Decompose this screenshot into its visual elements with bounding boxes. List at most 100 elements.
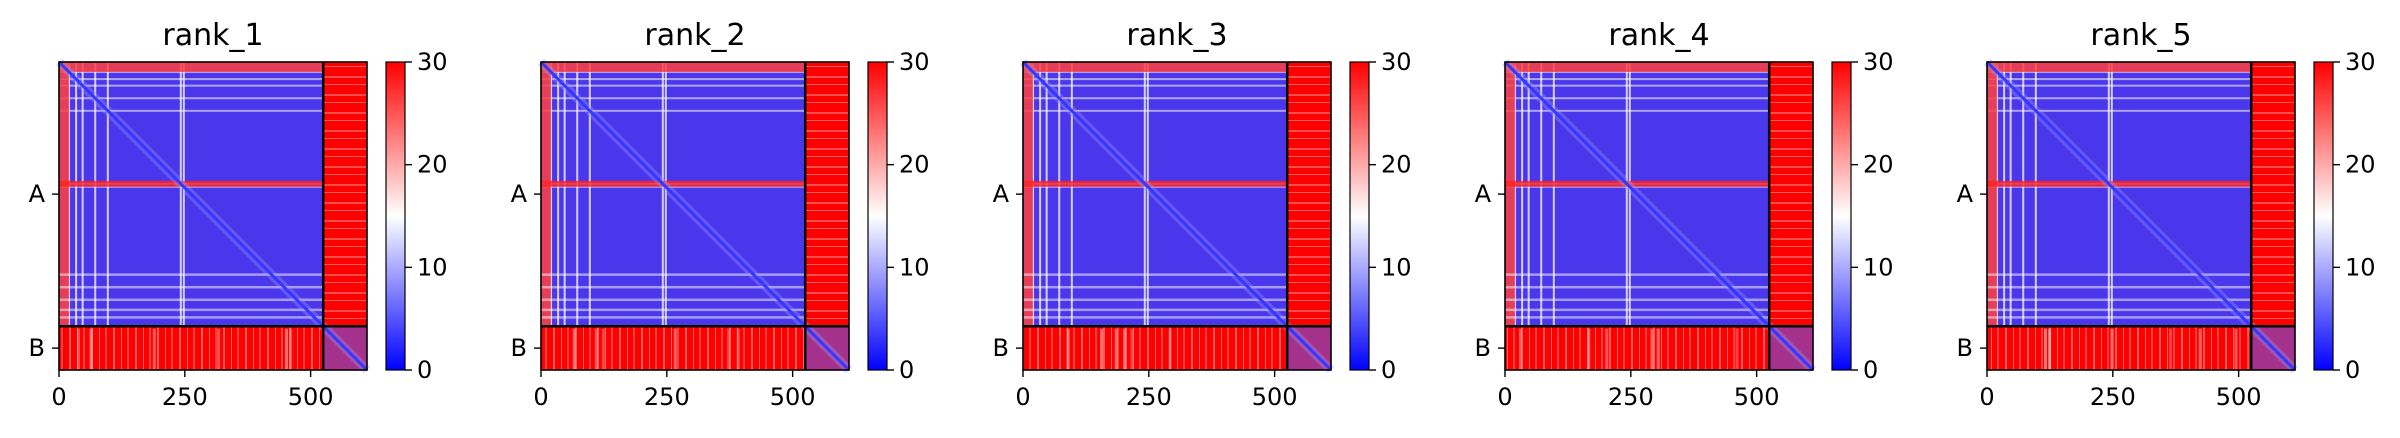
uncertainty-row	[59, 316, 324, 319]
axes-frame	[1986, 61, 2296, 371]
interchain-band	[572, 328, 576, 370]
colorbar-tick-label: 30	[899, 48, 930, 76]
uncertainty-column	[1625, 62, 1628, 327]
interchain-band	[1518, 328, 1522, 370]
interchain-band	[1130, 328, 1134, 370]
colorbar-frame	[1349, 61, 1370, 371]
interchain-band	[2234, 328, 2238, 370]
n-terminal-row	[1987, 62, 2252, 73]
colorbar-frame	[2313, 61, 2334, 371]
uncertainty-row	[541, 97, 806, 100]
x-tick-label: 500	[2216, 383, 2262, 411]
high-error-row	[541, 180, 806, 187]
colorbar-frame	[1831, 61, 1852, 371]
colorbar	[1350, 62, 1369, 370]
colorbar-tick-label: 0	[1381, 356, 1396, 384]
n-terminal-column	[1023, 62, 1034, 327]
interchain-band	[673, 328, 677, 370]
colorbar-tick-label: 20	[899, 151, 930, 179]
uncertainty-row	[59, 109, 324, 112]
uncertainty-row	[1987, 273, 2252, 276]
interchain-band	[727, 328, 731, 370]
uncertainty-column	[1514, 62, 1517, 327]
uncertainty-column	[1146, 62, 1149, 327]
interchain-texture	[1505, 326, 1770, 370]
interchain-band	[594, 328, 598, 370]
panel-title: rank_5	[2090, 18, 2191, 53]
interchain-texture	[805, 62, 849, 327]
x-tick-label: 0	[1979, 383, 1994, 411]
diagonal-line	[1985, 60, 2297, 372]
colorbar-tick-label: 20	[417, 151, 448, 179]
colorbar-tick-label: 30	[1381, 48, 1412, 76]
colorbar-tick-label: 20	[2345, 151, 2376, 179]
uncertainty-row	[1987, 285, 2252, 289]
uncertainty-column	[81, 62, 84, 327]
interchain-band	[1066, 328, 1070, 370]
interchain-band	[1123, 328, 1127, 370]
uncertainty-column	[2107, 62, 2110, 327]
n-terminal-row	[1505, 62, 1770, 73]
uncertainty-column	[1521, 62, 1524, 327]
interchain-texture	[541, 326, 806, 370]
x-tick-label: 250	[644, 383, 690, 411]
colorbar-tick-label: 0	[1863, 356, 1878, 384]
interchain-band	[76, 328, 80, 370]
colorbar-tick-label: 10	[1863, 253, 1894, 281]
colorbar	[868, 62, 887, 370]
uncertainty-row	[1023, 109, 1288, 112]
uncertainty-column	[1628, 62, 1631, 327]
colorbar-frame	[385, 61, 406, 371]
uncertainty-row	[59, 84, 324, 87]
axes-frame	[58, 61, 368, 371]
uncertainty-column	[563, 62, 566, 327]
colorbar-tick-label: 30	[2345, 48, 2376, 76]
interchain-band	[1735, 328, 1739, 370]
interchain-band	[284, 328, 288, 370]
chain-label: B	[1475, 334, 1491, 362]
colorbar	[386, 62, 405, 370]
uncertainty-row	[1505, 97, 1770, 100]
colorbar-tick-label: 20	[1381, 151, 1412, 179]
panel-title: rank_2	[644, 18, 745, 53]
uncertainty-row	[1505, 298, 1770, 302]
colorbar-tick-label: 0	[2345, 356, 2360, 384]
x-tick-label: 0	[1497, 383, 1512, 411]
colorbar	[1832, 62, 1851, 370]
diagonal-line	[539, 60, 851, 372]
chain-label: A	[511, 180, 528, 208]
uncertainty-column	[1032, 62, 1035, 327]
uncertainty-row	[541, 285, 806, 289]
uncertainty-column	[179, 62, 182, 327]
uncertainty-row	[541, 84, 806, 87]
uncertainty-row	[1987, 78, 2252, 81]
uncertainty-row	[1505, 285, 1770, 289]
n-terminal-column	[541, 62, 552, 327]
axes-frame	[1504, 61, 1814, 371]
chain-label: A	[1475, 180, 1492, 208]
x-tick-label: 0	[1015, 383, 1030, 411]
x-tick-label: 0	[51, 383, 66, 411]
chain-label: B	[1957, 334, 1973, 362]
diagonal-halo	[1501, 58, 1817, 374]
uncertainty-row	[1023, 84, 1288, 87]
interchain-band	[1650, 328, 1654, 370]
interchain-band	[1100, 328, 1104, 370]
interchain-band	[1587, 328, 1591, 370]
uncertainty-row	[541, 109, 806, 112]
uncertainty-row	[1023, 285, 1288, 289]
colorbar-tick-label: 10	[899, 253, 930, 281]
uncertainty-row	[541, 308, 806, 312]
uncertainty-column	[2022, 62, 2025, 327]
n-terminal-column	[59, 62, 70, 327]
uncertainty-row	[1505, 109, 1770, 112]
x-tick-label: 500	[1734, 383, 1780, 411]
uncertainty-row	[541, 273, 806, 276]
axes-frame	[540, 61, 850, 371]
uncertainty-row	[541, 298, 806, 302]
uncertainty-row	[541, 316, 806, 319]
uncertainty-column	[75, 62, 78, 327]
